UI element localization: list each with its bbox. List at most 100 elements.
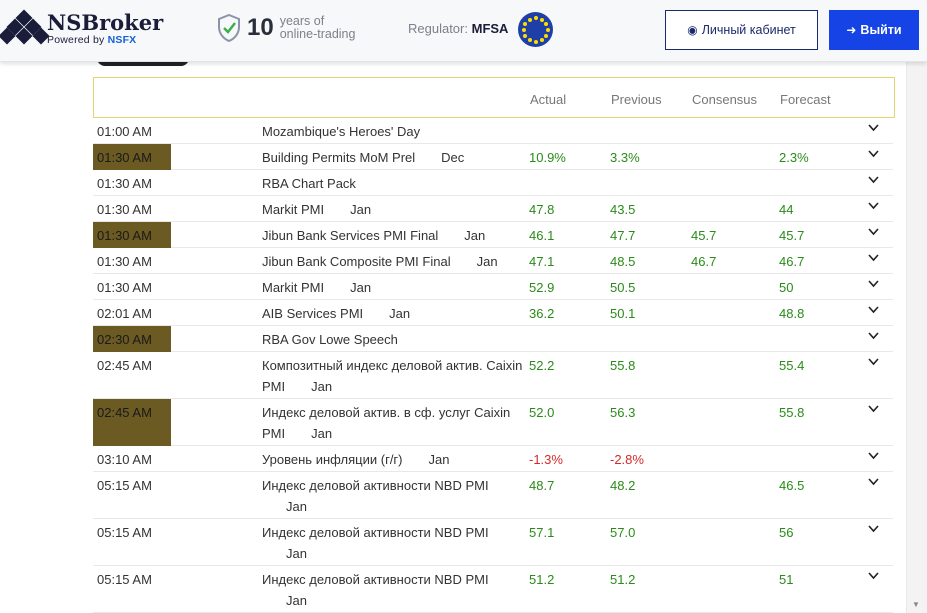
event-row[interactable]: 01:30 AM Building Permits MoM Prel Dec 10.9… [93,144,893,170]
value-actual: 10.9% [529,150,566,165]
event-period: Jan [389,306,411,321]
event-name: AIB Services PMI Jan [262,306,411,321]
event-row[interactable]: 01:30 AM Markit PMI Jan 52.9 50.5 50 [93,274,893,300]
event-name: RBA Gov Lowe Speech [262,332,398,347]
value-actual: 57.1 [529,525,555,540]
event-name: Building Permits MoM Prel Dec [262,150,465,165]
years-number: 10 [247,14,274,41]
event-row[interactable]: 05:15 AM Индекс деловой активности NBD PM… [93,519,893,566]
chevron-down-icon[interactable] [868,173,879,187]
scroll-down-arrow-icon[interactable]: ▼ [912,600,920,609]
brand[interactable]: NSBroker Powered by NSFX [47,10,164,47]
nsbroker-logo-icon[interactable] [0,9,50,48]
event-time: 01:30 AM [97,202,152,217]
event-time: 01:30 AM [97,176,152,191]
event-period: Jan [286,499,307,514]
site-header: NSBroker Powered by NSFX 10 years of onl… [0,0,927,62]
years-badge: 10 years of online-trading [217,14,355,42]
event-period: Jan [350,280,372,295]
event-time: 03:10 AM [97,452,152,467]
personal-cabinet-button[interactable]: ◉ Личный кабинет [665,10,818,50]
chevron-down-icon[interactable] [868,522,879,536]
event-time: 01:30 AM [93,222,171,248]
value-forecast: 48.8 [779,306,805,321]
chevron-down-icon[interactable] [868,449,879,463]
event-period: Jan [311,379,333,394]
value-actual: 52.2 [529,358,555,373]
value-actual: 48.7 [529,478,555,493]
value-consensus: 45.7 [691,228,717,243]
event-name: Индекс деловой актив. в сф. услуг Caixin… [262,405,511,441]
value-previous: 48.5 [610,254,636,269]
chevron-down-icon[interactable] [868,475,879,489]
event-period: Jan [350,202,372,217]
logout-button[interactable]: ➜ Выйти [829,10,919,50]
chevron-down-icon[interactable] [868,402,879,416]
chevron-down-icon[interactable] [868,355,879,369]
value-forecast: 51 [779,572,794,587]
event-row[interactable]: 02:45 AM Композитный индекс деловой актив… [93,352,893,399]
value-previous: 50.5 [610,280,636,295]
event-row[interactable]: 01:30 AM Jibun Bank Services PMI Final Jan… [93,222,893,248]
chevron-down-icon[interactable] [868,225,879,239]
event-row[interactable]: 01:30 AM Markit PMI Jan 47.8 43.5 44 [93,196,893,222]
value-forecast: 2.3% [779,150,809,165]
event-row[interactable]: 01:00 AM Mozambique's Heroes' Day [93,118,893,144]
event-name: Markit PMI Jan [262,280,372,295]
event-name: Индекс деловой активности NBD PMI Jan [262,569,524,611]
event-row[interactable]: 02:30 AM RBA Gov Lowe Speech [93,326,893,352]
value-forecast: 46.5 [779,478,805,493]
chevron-down-icon[interactable] [868,251,879,265]
event-row[interactable]: 05:15 AM Индекс деловой активности NBD PM… [93,472,893,519]
value-forecast: 50 [779,280,794,295]
regulator-info: Regulator: MFSA [408,21,509,36]
column-consensus: Consensus [692,92,758,107]
event-time: 02:30 AM [93,326,171,352]
value-previous: 51.2 [610,572,636,587]
chevron-down-icon[interactable] [868,569,879,583]
event-name: RBA Chart Pack [262,176,356,191]
value-forecast: 56 [779,525,794,540]
value-previous: 43.5 [610,202,636,217]
event-period: Jan [311,426,333,441]
vertical-scrollbar[interactable]: ▼ [906,62,927,613]
event-time: 02:45 AM [93,399,171,446]
calendar-table-header: Actual Previous Consensus Forecast [93,77,895,118]
calendar-table-body: 01:00 AM Mozambique's Heroes' Day 01:30 AM… [93,118,893,613]
value-previous: 50.1 [610,306,636,321]
event-period: Jan [428,452,450,467]
chevron-down-icon[interactable] [868,277,879,291]
event-row[interactable]: 01:30 AM RBA Chart Pack [93,170,893,196]
user-circle-icon: ◉ [687,23,698,37]
event-row[interactable]: 01:30 AM Jibun Bank Composite PMI Final Ja… [93,248,893,274]
event-row[interactable]: 05:15 AM Индекс деловой активности NBD PM… [93,566,893,613]
column-previous: Previous [611,92,662,107]
event-time: 05:15 AM [97,572,152,587]
event-time: 01:30 AM [97,280,152,295]
event-period: Jan [286,593,307,608]
value-forecast: 55.4 [779,358,805,373]
value-previous: 47.7 [610,228,636,243]
eu-flag-icon [518,12,553,47]
event-time: 02:01 AM [97,306,152,321]
event-row[interactable]: 03:10 AM Уровень инфляции (г/г) Jan -1.3% -2… [93,446,893,472]
column-forecast: Forecast [780,92,831,107]
value-actual: 36.2 [529,306,555,321]
event-period: Jan [476,254,498,269]
value-previous: -2.8% [610,452,644,467]
event-time: 01:30 AM [97,254,152,269]
event-row[interactable]: 02:45 AM Индекс деловой актив. в сф. услу… [93,399,893,446]
event-time: 05:15 AM [97,525,152,540]
chevron-down-icon[interactable] [868,199,879,213]
chevron-down-icon[interactable] [868,329,879,343]
event-row[interactable]: 02:01 AM AIB Services PMI Jan 36.2 50.1 48.8 [93,300,893,326]
chevron-down-icon[interactable] [868,303,879,317]
event-name: Jibun Bank Services PMI Final Jan [262,228,486,243]
value-actual: 46.1 [529,228,555,243]
event-period: Jan [464,228,486,243]
chevron-down-icon[interactable] [868,121,879,135]
chevron-down-icon[interactable] [868,147,879,161]
value-forecast: 55.8 [779,405,805,420]
brand-name: NSBroker [47,10,164,35]
event-time: 01:00 AM [97,124,152,139]
